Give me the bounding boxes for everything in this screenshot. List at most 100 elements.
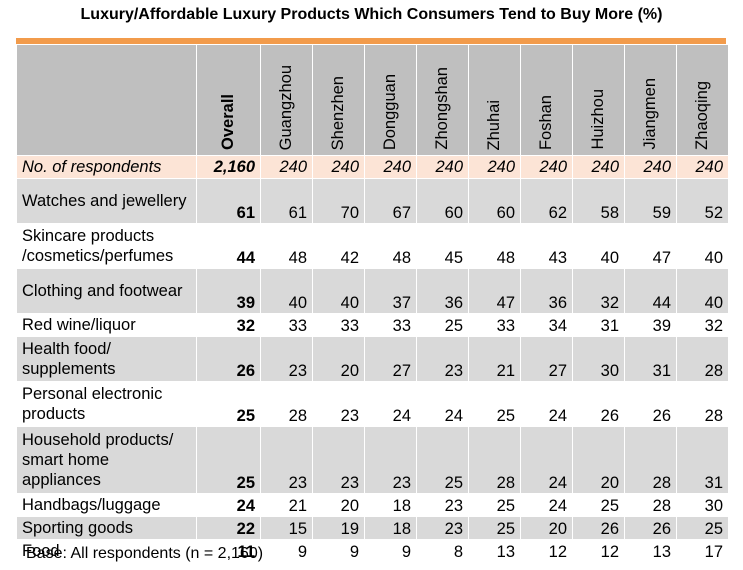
value-cell: 40: [312, 268, 365, 314]
value-cell: 33: [312, 313, 365, 337]
column-header-label: Guangzhou: [277, 64, 295, 150]
column-header-shenzhen: Shenzhen: [312, 44, 365, 156]
value-cell: 47: [624, 223, 677, 269]
table-row: Health food/ supplements 26 23 20 27 23 21 27 30…: [16, 336, 729, 382]
value-cell: 20: [572, 426, 625, 494]
column-header-huizhou: Huizhou: [572, 44, 625, 156]
value-cell: 40: [676, 223, 729, 269]
value-cell: 61: [260, 178, 313, 224]
value-cell: 9: [364, 539, 417, 563]
value-cell: 33: [260, 313, 313, 337]
value-cell: 28: [260, 381, 313, 427]
value-cell: 24: [520, 426, 573, 494]
column-header-label: Foshan: [537, 94, 555, 150]
value-cell: 25: [416, 313, 469, 337]
value-cell: 59: [624, 178, 677, 224]
value-cell: 47: [468, 268, 521, 314]
row-label: Personal electronic products: [16, 381, 197, 427]
row-label: Food: [16, 539, 197, 563]
column-header-zhuhai: Zhuhai: [468, 44, 521, 156]
value-cell: 40: [572, 223, 625, 269]
value-cell: 26: [196, 336, 261, 382]
value-cell: 22: [196, 516, 261, 540]
column-header-label: Zhaoqing: [693, 81, 711, 150]
value-cell: 30: [676, 493, 729, 517]
respondents-count: 240: [416, 155, 469, 179]
value-cell: 33: [468, 313, 521, 337]
value-cell: 23: [260, 336, 313, 382]
table-row: Skincare products /cosmetics/perfumes 44 4…: [16, 223, 729, 269]
column-header-label: Overall: [219, 94, 237, 150]
value-cell: 48: [468, 223, 521, 269]
value-cell: 44: [624, 268, 677, 314]
column-header-label: Huizhou: [589, 89, 607, 150]
chart-title: Luxury/Affordable Luxury Products Which …: [80, 6, 663, 23]
value-cell: 45: [416, 223, 469, 269]
value-cell: 25: [572, 493, 625, 517]
column-header-label: Zhuhai: [485, 99, 503, 150]
value-cell: 28: [468, 426, 521, 494]
value-cell: 40: [676, 268, 729, 314]
row-label: Household products/ smart home appliance…: [16, 426, 197, 494]
value-cell: 25: [468, 516, 521, 540]
value-cell: 13: [624, 539, 677, 563]
value-cell: 25: [416, 426, 469, 494]
respondents-count: 240: [676, 155, 729, 179]
value-cell: 42: [312, 223, 365, 269]
value-cell: 58: [572, 178, 625, 224]
respondents-count: 240: [468, 155, 521, 179]
value-cell: 32: [196, 313, 261, 337]
value-cell: 21: [260, 493, 313, 517]
value-cell: 23: [416, 493, 469, 517]
value-cell: 20: [312, 493, 365, 517]
value-cell: 32: [572, 268, 625, 314]
value-cell: 70: [312, 178, 365, 224]
value-cell: 26: [572, 516, 625, 540]
data-table-container: Overall Guangzhou Shenzhen Dongguan Zhongsha…: [16, 38, 729, 563]
respondents-label: No. of respondents: [16, 155, 197, 179]
table-row: Watches and jewellery 61 61 70 67 60 60 62 58 59 5…: [16, 178, 729, 224]
respondents-count: 240: [312, 155, 365, 179]
value-cell: 28: [624, 426, 677, 494]
row-label: Watches and jewellery: [16, 178, 197, 224]
respondents-count: 240: [520, 155, 573, 179]
column-header-label: Jiangmen: [641, 78, 659, 150]
value-cell: 23: [312, 381, 365, 427]
row-label: Clothing and footwear: [16, 268, 197, 314]
row-label: Health food/ supplements: [16, 336, 197, 382]
value-cell: 20: [312, 336, 365, 382]
column-header-label: Zhongshan: [433, 67, 451, 150]
value-cell: 39: [196, 268, 261, 314]
value-cell: 67: [364, 178, 417, 224]
value-cell: 26: [624, 381, 677, 427]
table-row: Personal electronic products 25 28 23 24 24 25…: [16, 381, 729, 427]
table-row: Sporting goods 22 15 19 18 23 25 20 26 26 25: [16, 516, 729, 540]
column-header-foshan: Foshan: [520, 44, 573, 156]
value-cell: 32: [676, 313, 729, 337]
column-header-label: Dongguan: [381, 73, 399, 150]
value-cell: 18: [364, 493, 417, 517]
value-cell: 9: [260, 539, 313, 563]
row-label: Red wine/liquor: [16, 313, 197, 337]
row-label: Sporting goods: [16, 516, 197, 540]
table-row: Red wine/liquor 32 33 33 33 25 33 34 31 39 32: [16, 313, 729, 337]
value-cell: 33: [364, 313, 417, 337]
respondents-row: No. of respondents 2,160 240 240 240 240 240 24…: [16, 155, 729, 179]
value-cell: 12: [520, 539, 573, 563]
value-cell: 24: [196, 493, 261, 517]
column-header-guangzhou: Guangzhou: [260, 44, 313, 156]
value-cell: 21: [468, 336, 521, 382]
value-cell: 48: [260, 223, 313, 269]
base-note: Base: All respondents (n = 2,160): [26, 545, 264, 562]
value-cell: 23: [416, 336, 469, 382]
value-cell: 39: [624, 313, 677, 337]
value-cell: 61: [196, 178, 261, 224]
value-cell: 60: [416, 178, 469, 224]
respondents-count: 240: [364, 155, 417, 179]
value-cell: 31: [676, 426, 729, 494]
value-cell: 19: [312, 516, 365, 540]
value-cell: 25: [196, 381, 261, 427]
value-cell: 28: [676, 381, 729, 427]
column-header-overall: Overall: [196, 44, 261, 156]
value-cell: 20: [520, 516, 573, 540]
